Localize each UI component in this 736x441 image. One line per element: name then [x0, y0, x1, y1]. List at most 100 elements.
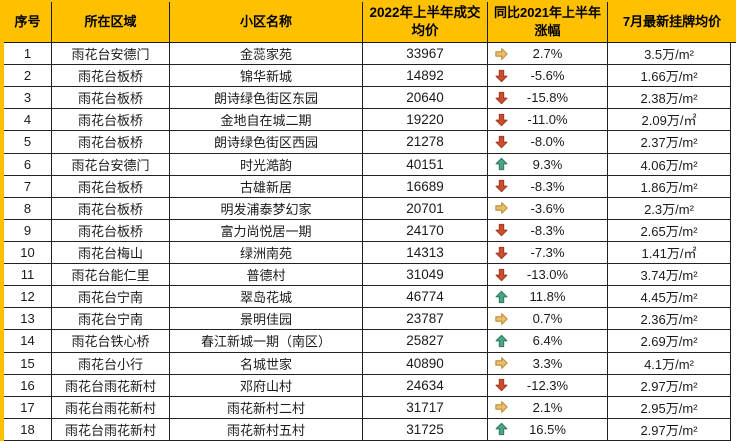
cell-yoy-change: 11.8%	[488, 286, 608, 308]
yoy-change-value: 2.1%	[532, 399, 563, 415]
cell-avg-price: 19220	[363, 109, 488, 131]
yoy-change-value: 6.4%	[532, 333, 563, 349]
cell-yoy-change: -5.6%	[488, 65, 608, 87]
cell-listing-price: 3.74万/m²	[608, 264, 731, 286]
cell-area: 雨花台小行	[52, 352, 170, 374]
cell-listing-price: 1.86万/m²	[608, 175, 731, 197]
yoy-change-value: -12.3%	[526, 377, 569, 393]
cell-index: 10	[4, 241, 52, 264]
cell-index: 1	[4, 43, 52, 65]
cell-area: 雨花台宁南	[52, 308, 170, 330]
cell-avg-price: 16689	[363, 175, 488, 197]
cell-avg-price: 20701	[363, 197, 488, 219]
cell-index: 4	[4, 109, 52, 131]
cell-avg-price: 40151	[363, 153, 488, 175]
table-row: 15 雨花台小行 名城世家 40890 3.3% 4.1万/m²	[4, 352, 731, 375]
cell-listing-price: 4.1万/m²	[608, 352, 731, 374]
cell-index: 14	[4, 330, 52, 352]
cell-area: 雨花台板桥	[52, 197, 170, 219]
cell-area: 雨花台宁南	[52, 286, 170, 308]
table-header-row: 序号 所在区域 小区名称 2022年上半年成交均价 同比2021年上半年涨幅 7…	[4, 2, 736, 43]
cell-community: 翠岛花城	[170, 286, 363, 308]
cell-index: 13	[4, 308, 52, 330]
cell-index: 17	[4, 396, 52, 418]
cell-area: 雨花台板桥	[52, 131, 170, 153]
cell-avg-price: 31717	[363, 396, 488, 418]
down-arrow-icon	[495, 180, 508, 193]
cell-community: 时光澔韵	[170, 153, 363, 175]
cell-area: 雨花台板桥	[52, 87, 170, 109]
table-row: 3 雨花台板桥 朗诗绿色街区东园 20640 -15.8% 2.38万/m²	[4, 87, 731, 110]
cell-community: 锦华新城	[170, 65, 363, 87]
cell-index: 18	[4, 418, 52, 440]
cell-community: 雨花新村五村	[170, 418, 363, 440]
table-row: 9 雨花台板桥 富力尚悦居一期 24170 -8.3% 2.65万/m²	[4, 219, 731, 242]
cell-community: 景明佳园	[170, 308, 363, 330]
down-arrow-icon	[495, 379, 508, 392]
down-arrow-icon	[495, 224, 508, 237]
header-community: 小区名称	[170, 2, 363, 42]
yoy-change-value: 16.5%	[529, 421, 566, 437]
cell-community: 邓府山村	[170, 374, 363, 396]
table-row: 8 雨花台板桥 明发浦泰梦幻家 20701 -3.6% 2.3万/m²	[4, 197, 731, 220]
yoy-change-value: 3.3%	[532, 355, 563, 371]
cell-area: 雨花台安德门	[52, 153, 170, 175]
yoy-change-value: 11.8%	[529, 289, 566, 305]
cell-area: 雨花台铁心桥	[52, 330, 170, 352]
up-arrow-icon	[495, 334, 508, 348]
cell-area: 雨花台雨花新村	[52, 374, 170, 396]
cell-area: 雨花台板桥	[52, 219, 170, 241]
cell-listing-price: 2.36万/m²	[608, 308, 731, 330]
cell-avg-price: 33967	[363, 43, 488, 65]
cell-avg-price: 25827	[363, 330, 488, 352]
down-arrow-icon	[495, 113, 508, 127]
table-row: 12 雨花台宁南 翠岛花城 46774 11.8% 4.45万/m²	[4, 286, 731, 309]
cell-avg-price: 21278	[363, 131, 488, 153]
yoy-change-value: -13.0%	[526, 267, 569, 283]
table-row: 14 雨花台铁心桥 春江新城一期（南区） 25827 6.4% 2.69万/m²	[4, 330, 731, 353]
cell-area: 雨花台梅山	[52, 241, 170, 264]
up-arrow-icon	[495, 290, 508, 303]
cell-index: 9	[4, 219, 52, 241]
cell-avg-price: 20640	[363, 87, 488, 109]
cell-listing-price: 2.69万/m²	[608, 330, 731, 352]
cell-yoy-change: 16.5%	[488, 418, 608, 440]
cell-area: 雨花台板桥	[52, 109, 170, 131]
right-arrow-icon	[495, 357, 508, 370]
cell-area: 雨花台板桥	[52, 65, 170, 87]
table-row: 16 雨花台雨花新村 邓府山村 24634 -12.3% 2.97万/m²	[4, 374, 731, 397]
down-arrow-icon	[495, 135, 508, 149]
cell-listing-price: 2.37万/m²	[608, 131, 731, 153]
cell-community: 明发浦泰梦幻家	[170, 197, 363, 219]
cell-avg-price: 46774	[363, 286, 488, 308]
cell-yoy-change: -8.3%	[488, 219, 608, 241]
cell-index: 7	[4, 175, 52, 197]
cell-area: 雨花台安德门	[52, 43, 170, 65]
right-arrow-icon	[495, 202, 508, 215]
cell-yoy-change: -12.3%	[488, 374, 608, 396]
cell-index: 16	[4, 374, 52, 396]
cell-listing-price: 2.97万/m²	[608, 374, 731, 396]
cell-yoy-change: -11.0%	[488, 109, 608, 131]
yoy-change-value: 9.3%	[532, 156, 563, 172]
cell-listing-price: 1.41万/㎡	[608, 241, 731, 264]
table-row: 10 雨花台梅山 绿洲南苑 14313 -7.3% 1.41万/㎡	[4, 241, 731, 265]
cell-listing-price: 4.06万/m²	[608, 153, 731, 175]
table-row: 11 雨花台能仁里 普德村 31049 -13.0% 3.74万/m²	[4, 264, 731, 287]
cell-community: 普德村	[170, 264, 363, 286]
cell-listing-price: 3.5万/m²	[608, 43, 731, 65]
cell-index: 12	[4, 286, 52, 308]
table-row: 18 雨花台雨花新村 雨花新村五村 31725 16.5% 2.97万/m²	[4, 418, 731, 441]
yoy-change-value: -11.0%	[527, 112, 568, 128]
up-arrow-icon	[495, 157, 508, 171]
cell-listing-price: 4.45万/m²	[608, 286, 731, 308]
cell-yoy-change: 9.3%	[488, 153, 608, 175]
cell-index: 3	[4, 87, 52, 109]
yoy-change-value: -15.8%	[526, 90, 569, 106]
cell-listing-price: 2.3万/m²	[608, 197, 731, 219]
yoy-change-value: 2.7%	[532, 46, 563, 62]
cell-listing-price: 2.38万/m²	[608, 87, 731, 109]
cell-avg-price: 24170	[363, 219, 488, 241]
cell-avg-price: 14892	[363, 65, 488, 87]
cell-yoy-change: -8.3%	[488, 175, 608, 197]
